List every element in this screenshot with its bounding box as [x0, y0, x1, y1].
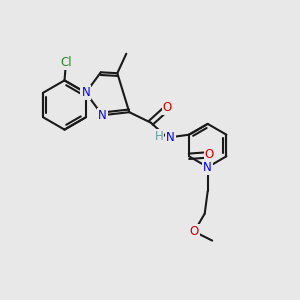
- Text: Cl: Cl: [60, 56, 72, 69]
- Text: O: O: [190, 225, 199, 238]
- Text: N: N: [166, 131, 175, 144]
- Text: H: H: [154, 130, 164, 143]
- Text: N: N: [98, 109, 107, 122]
- Text: N: N: [81, 86, 90, 99]
- Text: N: N: [203, 160, 212, 174]
- Text: O: O: [205, 148, 214, 161]
- Text: O: O: [163, 101, 172, 114]
